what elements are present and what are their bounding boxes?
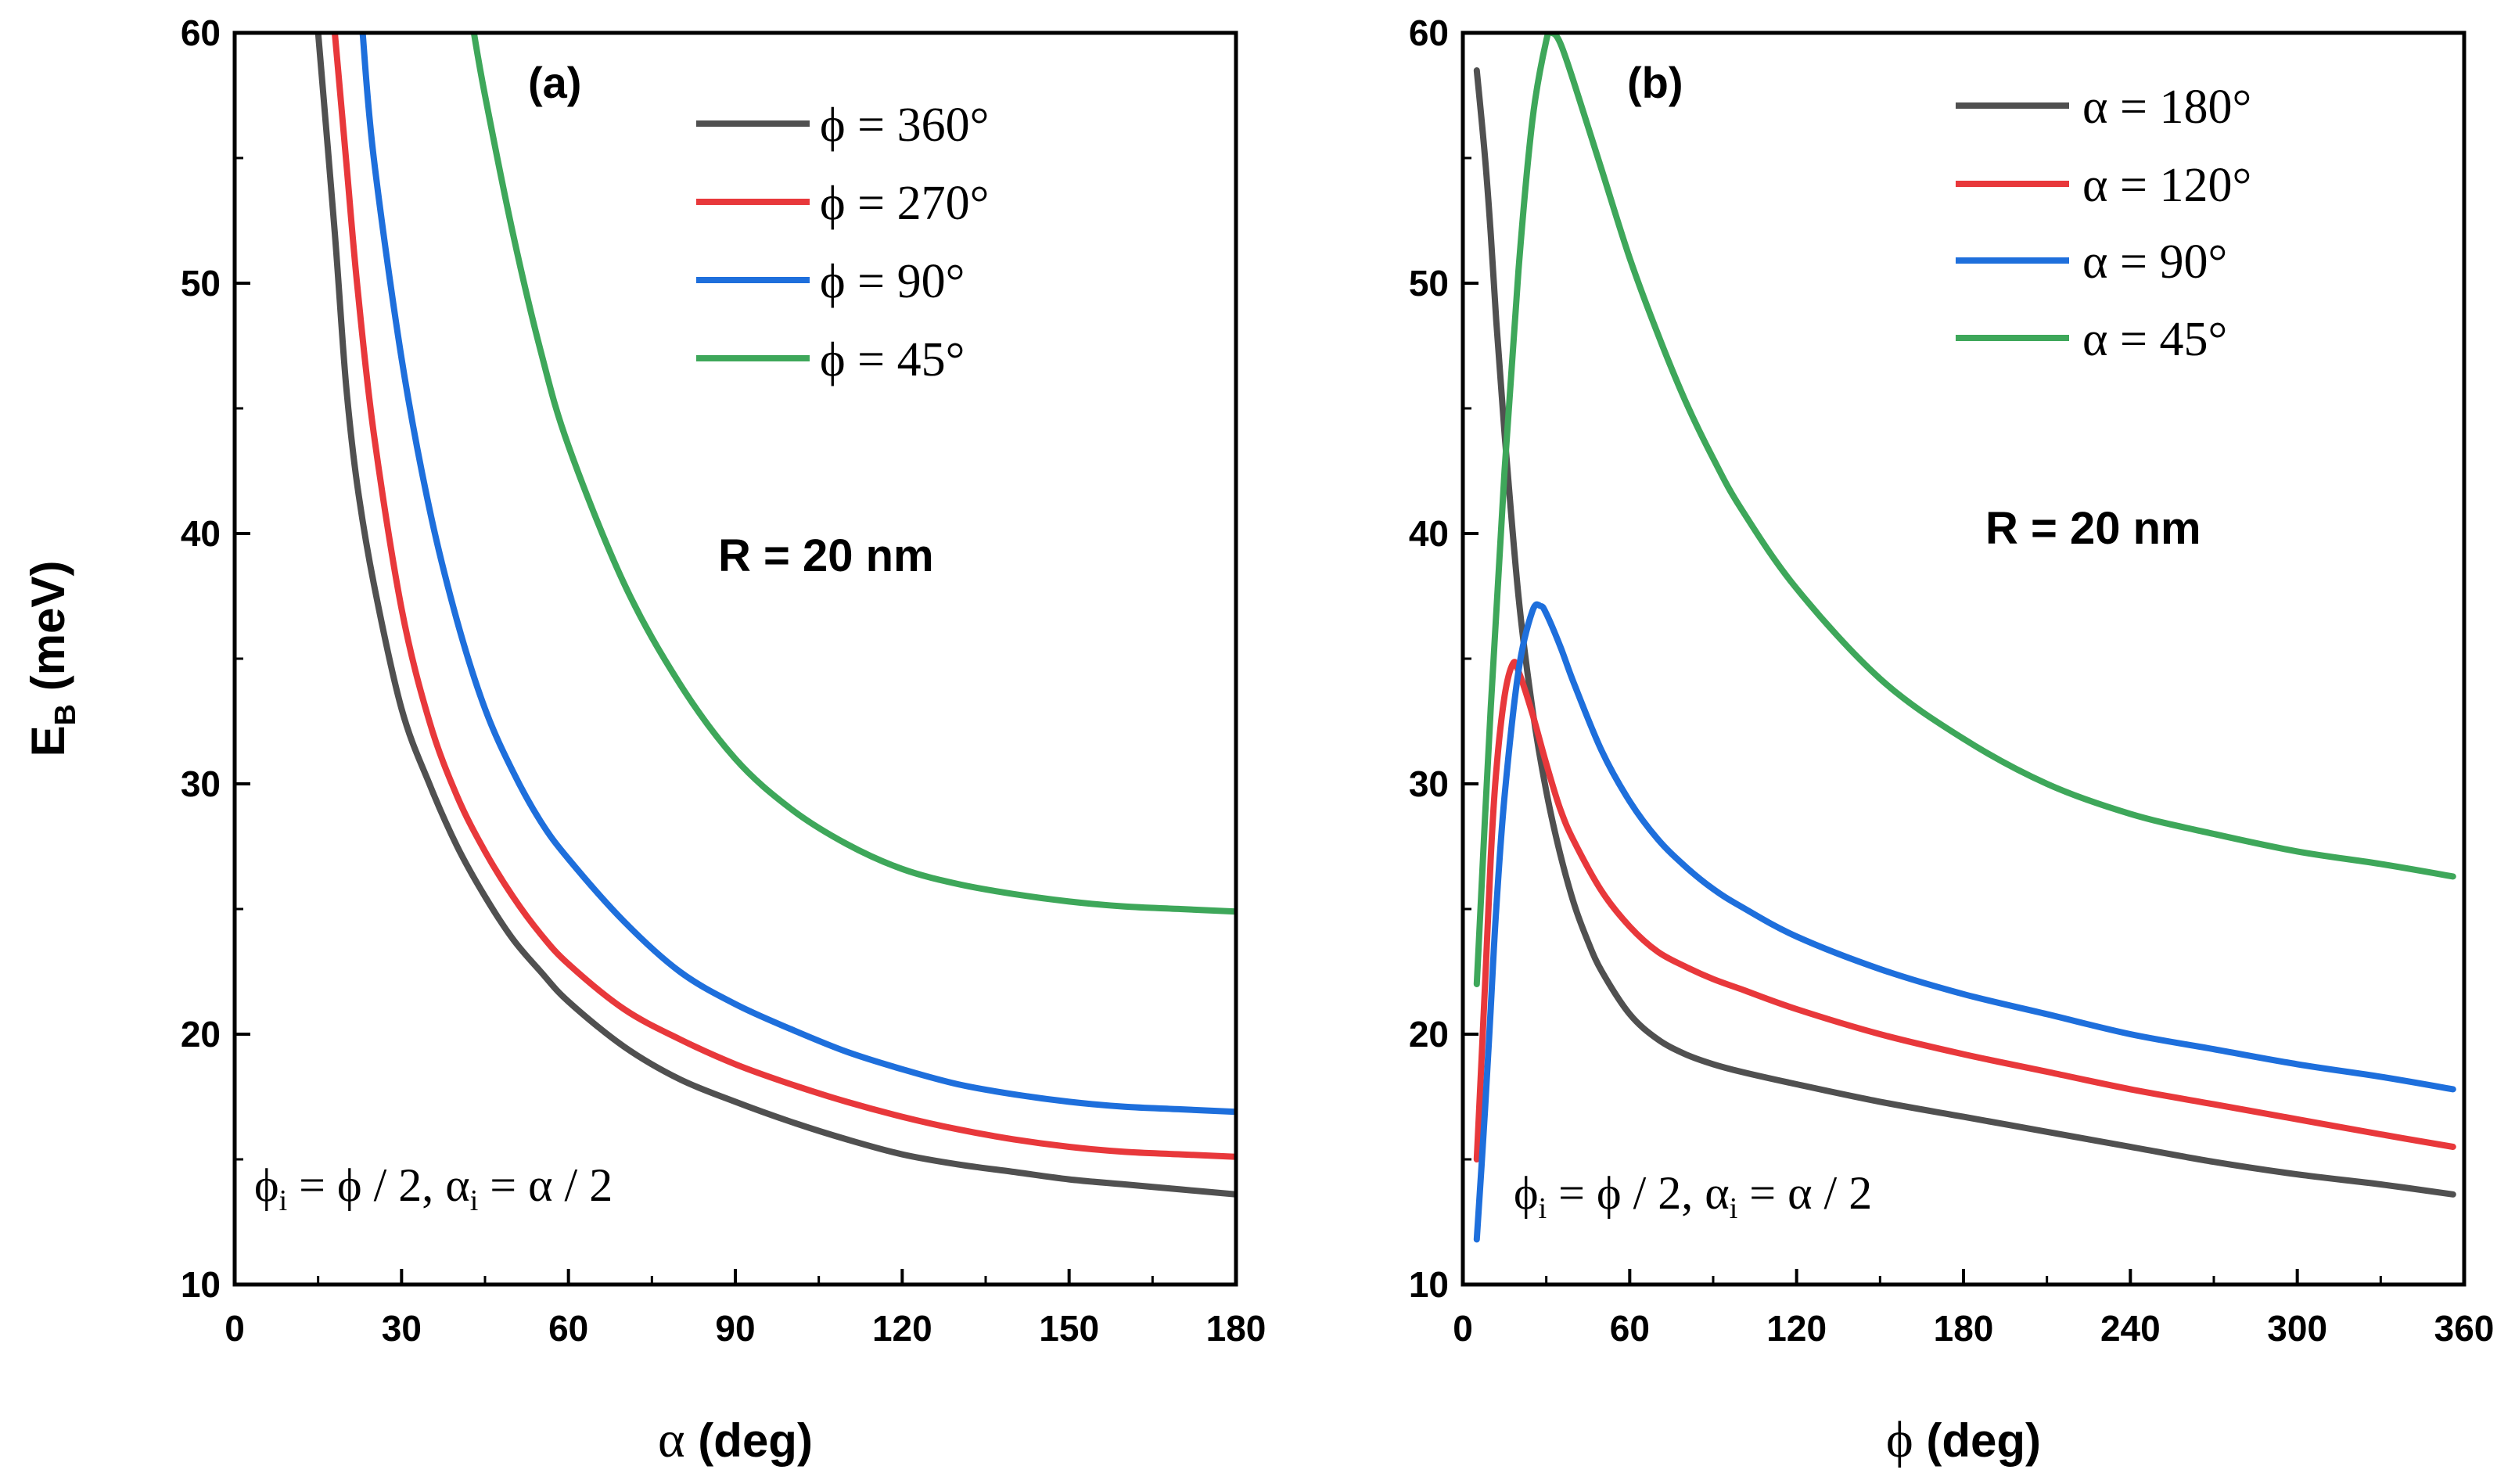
panel-b-series-line-3 — [1473, 33, 2456, 987]
panel-b-xtick-label-2: 120 — [1766, 1308, 1827, 1349]
panel-a-ticks: 0 30 60 90 120 150 180 10 20 30 40 50 60 — [181, 13, 1266, 1349]
panel-a-ytick-label-3: 40 — [181, 513, 221, 554]
panel-b-xtick-label-1: 60 — [1610, 1308, 1650, 1349]
panel-b-ytick-label-0: 10 — [1409, 1264, 1449, 1305]
legend-label-b-3: α = 45° — [2082, 313, 2227, 366]
panel-a-xtick-label-6: 180 — [1206, 1308, 1266, 1349]
panel-b: 0 60 120 180 240 300 360 10 20 30 40 50 60 (b) α = 1… — [1409, 13, 2495, 1468]
legend-label-a-1: ϕ = 270° — [820, 177, 989, 230]
panel-a-series-group — [314, 33, 1236, 1198]
legend-label-b-2: α = 90° — [2082, 235, 2227, 289]
panel-a-series-line-0 — [314, 33, 1236, 1198]
panel-a-ytick-label-0: 10 — [181, 1264, 221, 1305]
panel-b-ytick-label-2: 30 — [1409, 764, 1449, 804]
panel-a-xtick-label-3: 90 — [715, 1308, 755, 1349]
panel-b-xtick-label-6: 360 — [2434, 1308, 2495, 1349]
panel-a-plot-frame — [232, 31, 1238, 1287]
panel-b-xtick-label-0: 0 — [1453, 1308, 1473, 1349]
panel-b-plot-frame — [1460, 31, 2466, 1287]
panel-a-series-line-3 — [470, 33, 1236, 915]
panel-a-formula: ϕi = ϕ / 2, αi = α / 2 — [254, 1159, 613, 1217]
panel-a-x-axis-unit: (deg) — [685, 1414, 813, 1467]
legend-label-a-3: ϕ = 45° — [820, 333, 965, 386]
panel-b-x-axis-unit: (deg) — [1913, 1414, 2041, 1467]
panel-a-xtick-label-1: 30 — [382, 1308, 422, 1349]
panel-a-x-axis-symbol: α — [658, 1411, 685, 1468]
panel-b-ytick-label-5: 60 — [1409, 13, 1449, 53]
panel-a-series-line-1 — [332, 33, 1236, 1160]
panel-a-tag: (a) — [528, 58, 581, 107]
panel-a-ytick-label-1: 20 — [181, 1014, 221, 1055]
legend-label-b-0: α = 180° — [2082, 81, 2251, 134]
panel-b-ytick-label-3: 40 — [1409, 513, 1449, 554]
legend-label-a-0: ϕ = 360° — [820, 99, 989, 152]
panel-a-y-axis-title: EB (meV) — [22, 561, 82, 757]
panel-b-annotation: R = 20 nm — [1985, 503, 2201, 554]
legend-label-b-1: α = 120° — [2082, 159, 2251, 212]
panel-a-series-line-2 — [359, 33, 1236, 1116]
panel-a-ytick-label-5: 60 — [181, 13, 221, 53]
legend-label-a-2: ϕ = 90° — [820, 255, 965, 308]
panel-b-xtick-label-4: 240 — [2100, 1308, 2161, 1349]
panel-b-formula: ϕi = ϕ / 2, αi = α / 2 — [1514, 1167, 1872, 1225]
panel-b-tag: (b) — [1627, 58, 1683, 107]
panel-a-annotation: R = 20 nm — [718, 530, 934, 581]
panel-b-ytick-label-4: 50 — [1409, 263, 1449, 304]
panel-b-series-line-1 — [1473, 659, 2456, 1162]
panel-b-x-axis-title: ϕ (deg) — [1886, 1411, 2041, 1468]
panel-b-legend: α = 180° α = 120° α = 90° α = 45° — [1956, 81, 2251, 366]
panel-b-x-axis-symbol: ϕ — [1886, 1411, 1913, 1468]
panel-b-xtick-label-3: 180 — [1934, 1308, 1994, 1349]
panel-b-series-group — [1473, 33, 2456, 1243]
panel-a-legend: ϕ = 360° ϕ = 270° ϕ = 90° ϕ = 45° — [696, 99, 989, 386]
panel-a-xtick-label-0: 0 — [225, 1308, 245, 1349]
panel-a: 0 30 60 90 120 150 180 10 20 30 40 50 60 (a) ϕ = 360… — [22, 13, 1266, 1468]
panel-b-xtick-label-5: 300 — [2267, 1308, 2327, 1349]
panel-a-xtick-label-5: 150 — [1039, 1308, 1099, 1349]
panel-a-xtick-label-2: 60 — [548, 1308, 588, 1349]
panel-b-series-line-0 — [1473, 67, 2456, 1198]
panel-b-ticks: 0 60 120 180 240 300 360 10 20 30 40 50 60 — [1409, 13, 2495, 1349]
panel-b-series-line-2 — [1473, 601, 2456, 1243]
panel-b-ytick-label-1: 20 — [1409, 1014, 1449, 1055]
panel-a-xtick-label-4: 120 — [872, 1308, 932, 1349]
panel-a-x-axis-title: α (deg) — [658, 1411, 813, 1468]
panel-a-ytick-label-2: 30 — [181, 764, 221, 804]
panel-a-ytick-label-4: 50 — [181, 263, 221, 304]
